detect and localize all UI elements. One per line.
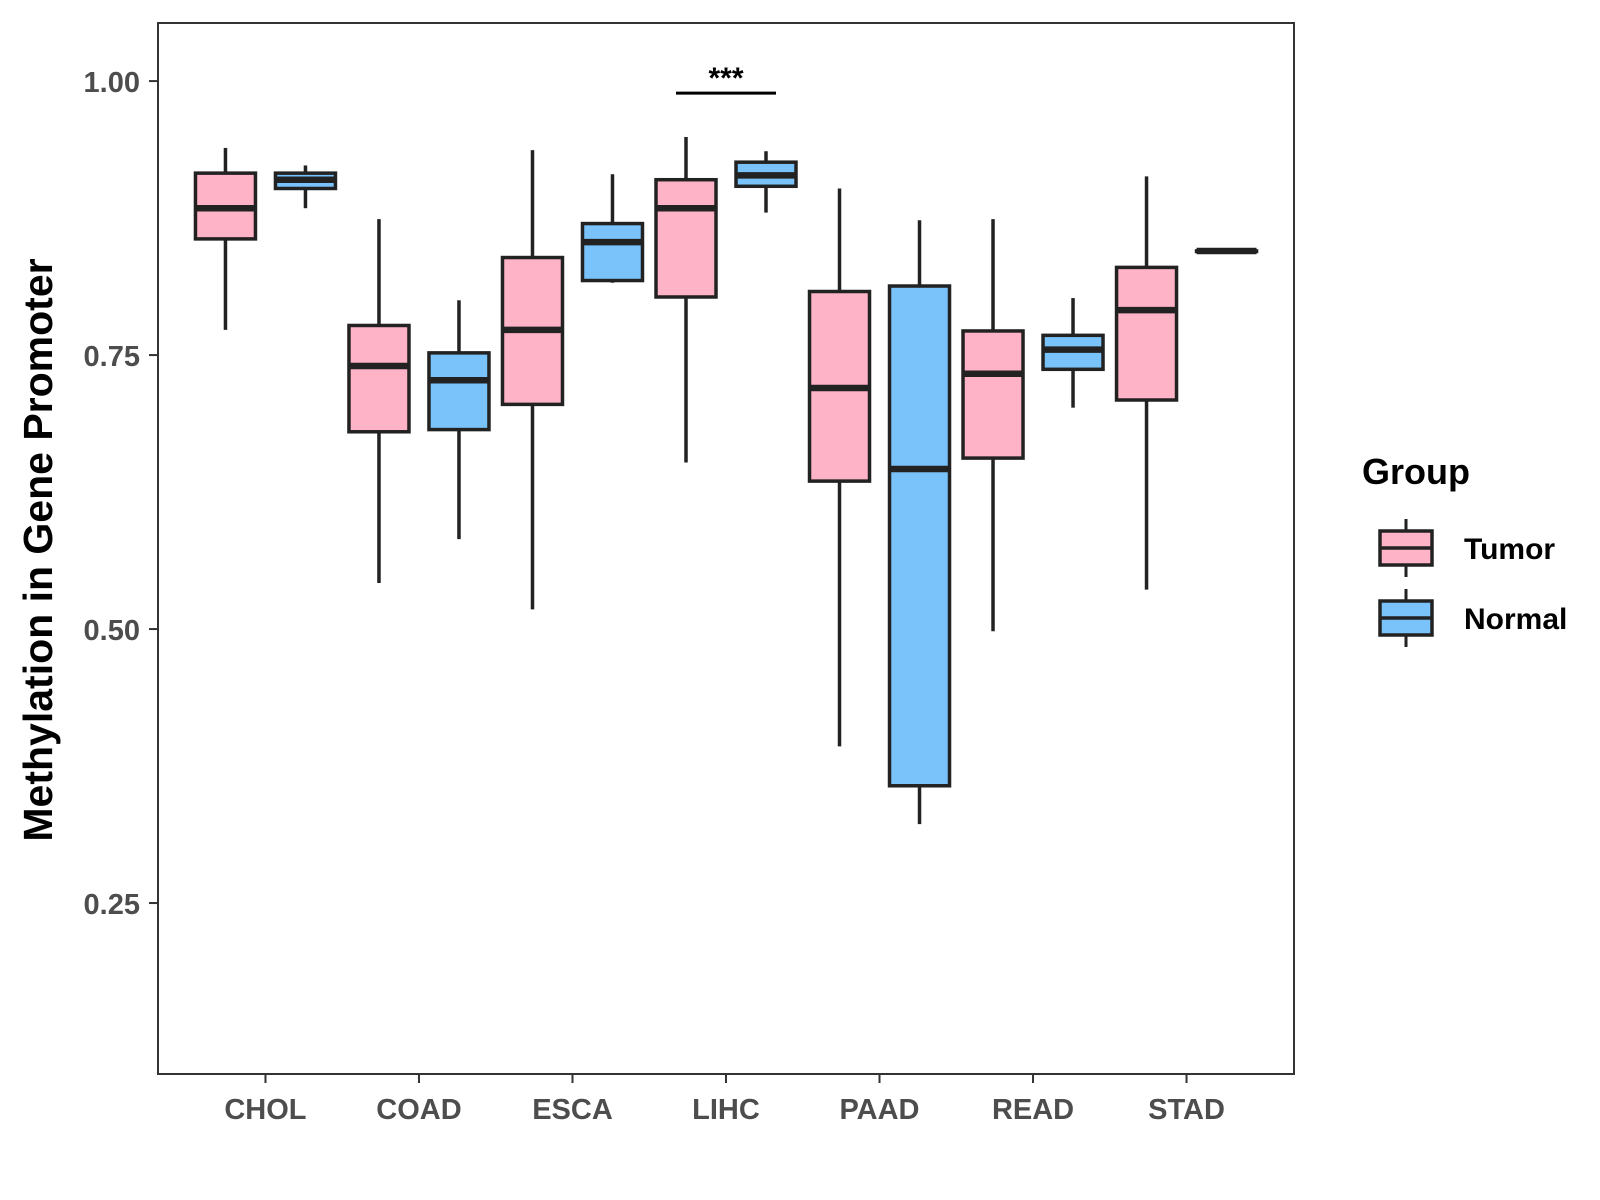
y-tick-label: 1.00	[84, 67, 140, 99]
box-tumor-coad	[347, 219, 411, 584]
legend-item-tumor: Tumor	[1378, 519, 1555, 577]
box-body	[654, 177, 718, 299]
box-body	[347, 323, 411, 434]
y-tick-label: 0.50	[84, 615, 140, 647]
box-tumor-lihc	[654, 136, 718, 463]
y-axis-label: Methylation in Gene Promoter	[15, 258, 61, 841]
box-body	[580, 221, 645, 283]
legend-label: Normal	[1464, 603, 1567, 636]
box-tumor-chol	[193, 147, 258, 330]
legend: Group Tumor Normal	[1362, 451, 1567, 647]
x-tick-label: CHOL	[224, 1094, 306, 1126]
box-normal-stad	[1194, 247, 1259, 255]
x-tick-label: READ	[992, 1094, 1074, 1126]
box-body	[1114, 265, 1179, 402]
plot-panel	[157, 22, 1295, 1075]
box-tumor-esca	[500, 150, 565, 610]
y-tick-label: 0.25	[84, 889, 140, 921]
box-tumor-read	[961, 219, 1025, 632]
y-axis: 0.25 0.50 0.75 1.00	[84, 67, 158, 921]
x-tick-label: STAD	[1148, 1094, 1225, 1126]
x-tick-label: PAAD	[839, 1094, 919, 1126]
legend-item-normal: Normal	[1378, 589, 1567, 647]
x-tick-label: ESCA	[532, 1094, 613, 1126]
box-normal-read	[1041, 298, 1105, 408]
x-axis: CHOL COAD ESCA LIHC PAAD READ STAD	[224, 1074, 1225, 1126]
box-normal-esca	[580, 174, 645, 283]
x-tick-label: LIHC	[692, 1094, 760, 1126]
box-tumor-paad	[807, 188, 872, 747]
annotation-group: ***	[676, 62, 776, 95]
box-body	[427, 351, 491, 432]
box-normal-lihc	[734, 151, 798, 213]
significance-label: ***	[708, 62, 743, 95]
x-tick-label: COAD	[376, 1094, 461, 1126]
box-body	[961, 329, 1025, 460]
box-group	[193, 136, 1259, 825]
box-normal-paad	[887, 220, 952, 825]
box-tumor-stad	[1114, 176, 1179, 590]
box-normal-coad	[427, 300, 491, 540]
box-body	[887, 284, 952, 788]
legend-title: Group	[1362, 451, 1470, 492]
box-normal-chol	[273, 165, 338, 209]
legend-label: Tumor	[1464, 533, 1555, 566]
y-tick-label: 0.75	[84, 341, 140, 373]
